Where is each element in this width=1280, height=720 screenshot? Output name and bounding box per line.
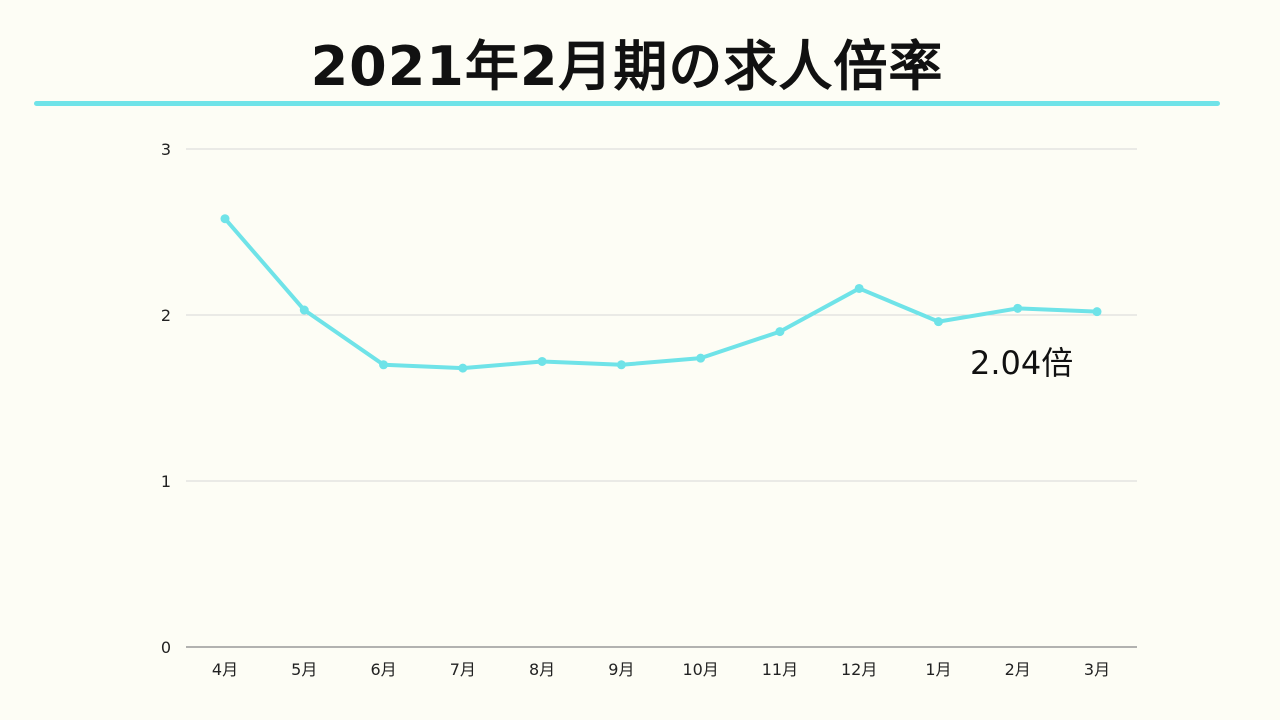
x-tick-label: 11月 <box>762 660 798 679</box>
value-callout: 2.04倍 <box>970 344 1073 382</box>
x-tick-label: 3月 <box>1084 660 1110 679</box>
data-point <box>933 317 943 327</box>
y-tick-label: 1 <box>161 472 171 491</box>
data-point <box>299 305 309 315</box>
series <box>220 214 1102 373</box>
data-point <box>220 214 230 224</box>
x-tick-label: 10月 <box>682 660 718 679</box>
y-tick-label: 2 <box>161 306 171 325</box>
data-point <box>616 360 626 370</box>
x-tick-label: 4月 <box>212 660 238 679</box>
x-tick-label: 2月 <box>1005 660 1031 679</box>
x-tick-label: 6月 <box>370 660 396 679</box>
y-axis-ticks: 0 1 2 3 <box>161 140 171 657</box>
x-axis-ticks: 4月 5月 6月 7月 8月 9月 10月 11月 12月 1月 2月 3月 <box>212 660 1110 679</box>
series-line <box>223 216 1099 371</box>
data-point <box>696 353 706 363</box>
x-tick-label: 8月 <box>529 660 555 679</box>
data-point <box>775 327 785 337</box>
chart-title: 2021年2月期の求人倍率 <box>310 35 944 98</box>
x-tick-label: 12月 <box>841 660 877 679</box>
data-point <box>1092 307 1102 317</box>
data-point <box>458 363 468 373</box>
data-point <box>854 283 864 293</box>
x-tick-label: 7月 <box>450 660 476 679</box>
y-tick-label: 0 <box>161 638 171 657</box>
x-tick-label: 1月 <box>925 660 951 679</box>
x-tick-label: 9月 <box>608 660 634 679</box>
gridlines <box>186 148 1137 648</box>
title-divider <box>34 101 1220 106</box>
data-point <box>537 356 547 366</box>
x-tick-label: 5月 <box>291 660 317 679</box>
y-tick-label: 3 <box>161 140 171 159</box>
data-point <box>1013 303 1023 313</box>
data-point <box>379 360 389 370</box>
